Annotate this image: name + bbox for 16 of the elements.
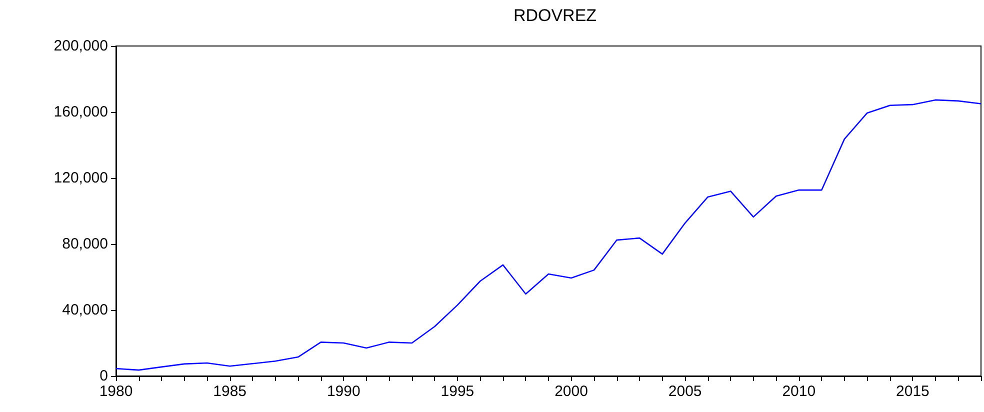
x-tick-label: 1990 (326, 383, 360, 400)
y-tick-label: 200,000 (54, 38, 108, 54)
x-tick-label: 2015 (896, 383, 930, 400)
line-series (115, 99, 982, 371)
x-tick-label: 1995 (440, 383, 474, 400)
y-tick-label: 160,000 (54, 104, 108, 120)
x-tick-label: 2005 (668, 383, 702, 400)
x-tick-label: 1980 (99, 383, 133, 400)
x-tick-label: 2010 (782, 383, 816, 400)
x-tick-label: 2000 (554, 383, 588, 400)
y-tick-label: 120,000 (54, 170, 108, 186)
x-tick-label: 1985 (213, 383, 247, 400)
chart-title: RDOVREZ (513, 6, 597, 25)
y-tick-label: 80,000 (62, 236, 108, 252)
y-tick-label: 40,000 (62, 302, 108, 318)
y-tick-label: 0 (100, 368, 108, 384)
